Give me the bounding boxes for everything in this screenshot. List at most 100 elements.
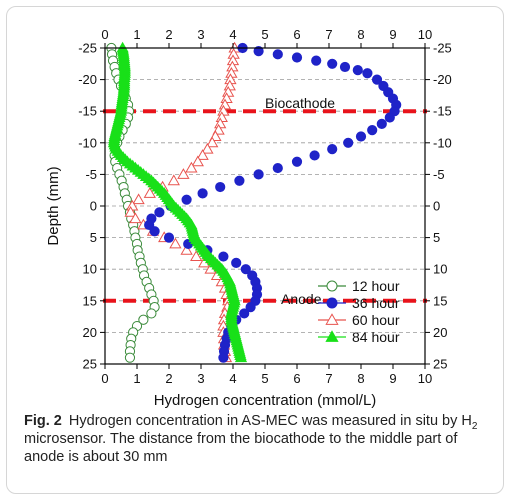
legend-item: 36 hour: [318, 295, 400, 311]
data-point: [167, 174, 180, 186]
caption-label: Fig. 2: [24, 413, 62, 429]
data-point: [253, 46, 264, 57]
data-point: [362, 68, 373, 79]
y-tick-label: -20: [78, 72, 97, 87]
x-tick-label-top: 5: [261, 27, 268, 42]
y-tick-label: -10: [78, 135, 97, 150]
y-tick-label-right: 0: [433, 199, 440, 214]
data-point: [154, 207, 165, 218]
data-point: [326, 280, 338, 292]
y-tick-label-right: -15: [433, 104, 452, 119]
y-tick-label-right: 15: [433, 293, 447, 308]
data-point: [190, 250, 203, 262]
data-point: [218, 251, 229, 262]
data-point: [197, 188, 208, 199]
legend-item: 12 hour: [318, 278, 400, 294]
data-point: [234, 351, 248, 363]
y-tick-label-right: 25: [433, 357, 447, 372]
y-tick-label: 10: [83, 262, 97, 277]
data-point: [129, 212, 142, 224]
legend-label: 84 hour: [352, 329, 400, 345]
x-tick-label: 10: [418, 371, 432, 386]
figure-caption: Fig. 2 Hydrogen concentration in AS-MEC …: [24, 412, 486, 466]
data-point: [311, 55, 322, 66]
legend-label: 36 hour: [352, 295, 400, 311]
data-point: [201, 142, 214, 154]
data-point: [352, 65, 363, 76]
data-point: [218, 352, 229, 363]
series-36-hour: [144, 42, 402, 363]
data-point: [253, 169, 264, 180]
legend-label: 12 hour: [352, 278, 400, 294]
data-point: [185, 161, 198, 173]
x-tick-label-top: 1: [133, 27, 140, 42]
data-point: [376, 118, 387, 129]
y-tick-label: 15: [83, 293, 97, 308]
y-tick-label-right: -10: [433, 135, 452, 150]
data-point: [180, 243, 193, 255]
data-point: [138, 314, 149, 325]
x-axis-title: Hydrogen concentration (mmol/L): [154, 392, 377, 409]
data-point: [325, 313, 339, 325]
caption-subscript: 2: [471, 420, 478, 432]
x-tick-label: 4: [229, 371, 236, 386]
data-point: [327, 58, 338, 69]
legend-label: 60 hour: [352, 312, 400, 328]
x-tick-label-top: 6: [293, 27, 300, 42]
data-point: [339, 61, 351, 73]
caption-text-a: Hydrogen concentration in AS-MEC was mea…: [68, 413, 472, 429]
data-point: [234, 175, 245, 186]
data-point: [326, 297, 338, 309]
x-tick-label-top: 10: [418, 27, 432, 42]
data-point: [245, 302, 256, 313]
data-point: [291, 52, 303, 63]
figure-frame: [6, 6, 504, 494]
legend-item: 60 hour: [318, 312, 400, 328]
data-point: [132, 193, 145, 205]
data-point: [169, 237, 182, 249]
x-tick-label: 3: [197, 371, 204, 386]
reference-label-biocathode: Biocathode: [265, 95, 335, 111]
data-point: [325, 330, 339, 342]
caption-text-b: microsensor. The distance from the bioca…: [24, 431, 458, 465]
data-point: [367, 125, 378, 136]
x-tick-label-top: 7: [325, 27, 332, 42]
x-tick-label-top: 4: [229, 27, 236, 42]
x-tick-label-top: 0: [101, 27, 108, 42]
reference-label-anode: Anode: [281, 291, 322, 307]
data-point: [143, 187, 156, 198]
x-tick-label: 1: [133, 371, 140, 386]
x-tick-label-top: 8: [357, 27, 364, 42]
reference-labels: Biocathode Anode: [265, 95, 335, 307]
y-tick-label-right: 5: [433, 230, 440, 245]
x-tick-label-top: 9: [389, 27, 396, 42]
y-tick-label: -5: [85, 167, 97, 182]
data-point: [343, 137, 354, 148]
data-point: [231, 257, 242, 268]
data-point: [163, 232, 175, 243]
y-tick-label-right: 10: [433, 262, 447, 277]
data-point: [206, 136, 219, 148]
y-tick-label: 25: [83, 357, 97, 372]
data-point: [124, 352, 136, 363]
data-point: [196, 149, 209, 160]
y-tick-label-right: 20: [433, 325, 447, 340]
x-tick-label: 0: [101, 371, 108, 386]
series-84-hour: [107, 41, 248, 363]
y-tick-label-right: -5: [433, 167, 445, 182]
x-tick-label: 9: [389, 371, 396, 386]
data-point: [272, 162, 283, 174]
data-point: [177, 168, 190, 179]
y-axis-title: Depth (mm): [45, 166, 62, 245]
data-point: [149, 226, 160, 237]
y-tick-label: 0: [90, 199, 97, 214]
data-point: [291, 156, 303, 167]
x-tick-label-top: 3: [197, 27, 204, 42]
data-point: [272, 49, 283, 60]
data-point: [309, 150, 320, 161]
data-point: [384, 112, 395, 123]
x-tick-label: 6: [293, 371, 300, 386]
data-point: [146, 308, 157, 319]
